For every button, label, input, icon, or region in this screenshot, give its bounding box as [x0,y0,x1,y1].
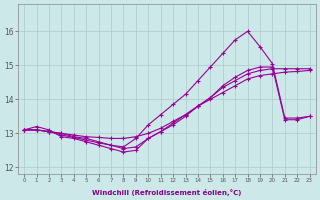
X-axis label: Windchill (Refroidissement éolien,°C): Windchill (Refroidissement éolien,°C) [92,189,242,196]
